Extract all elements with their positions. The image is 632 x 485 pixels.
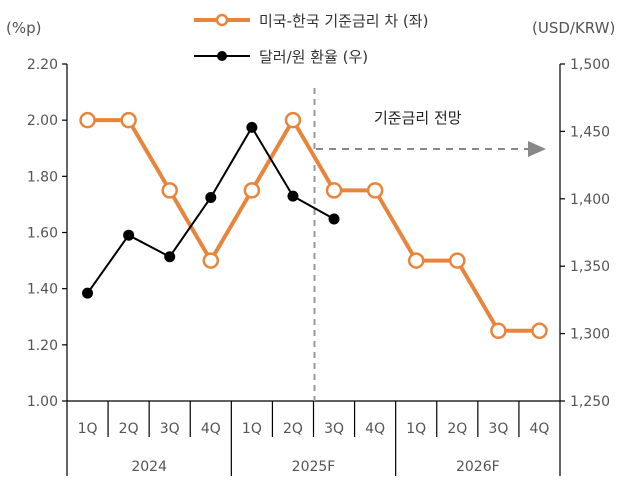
y-right-tick-label: 1,400 [570, 192, 610, 208]
y-left-tick-label: 1.40 [27, 282, 58, 298]
forecast-arrow-head [528, 141, 546, 157]
series-layer [79, 111, 548, 340]
y-right-axis-label: (USD/KRW) [532, 19, 615, 37]
x-tick-label: 4Q [529, 421, 549, 437]
y-right-tick-label: 1,250 [570, 394, 610, 410]
y-left-tick-label: 1.80 [27, 169, 58, 185]
series-0-point [407, 252, 425, 269]
x-tick-label: 1Q [406, 421, 426, 437]
series-0-point [490, 322, 507, 340]
y-left-tick-label: 1.20 [27, 338, 58, 354]
forecast-annotation: 기준금리 전망 [374, 109, 462, 127]
series-1-point [328, 213, 340, 225]
series-1-point [287, 190, 299, 202]
y-left-tick-label: 1.00 [27, 394, 58, 410]
x-tick-label: 2Q [283, 421, 303, 437]
y-right-tick-label: 1,300 [570, 327, 610, 343]
y-left-ticks: 2.20 2.00 1.80 1.60 1.40 1.20 1.00 [27, 57, 67, 410]
x-tick-label: 3Q [324, 421, 344, 437]
series-0-point [202, 252, 220, 269]
x-tick-label: 2Q [447, 421, 467, 437]
series-1-point [123, 229, 135, 241]
y-left-axis-label: (%p) [6, 19, 41, 37]
y-right-ticks: 1,500 1,450 1,400 1,350 1,300 1,250 [560, 57, 610, 410]
y-right-tick-label: 1,450 [570, 124, 610, 140]
y-right-tick-label: 1,500 [570, 57, 610, 73]
x-tick-label: 4Q [365, 421, 385, 437]
x-tick-label: 2Q [119, 421, 139, 437]
legend-fx-marker [217, 51, 227, 61]
x-axis-ticks: 1Q 2Q 3Q 4Q 1Q 2Q 3Q 4Q 1Q 2Q 3Q 4Q 2024 2025F 2026F [66, 401, 561, 476]
series-line-0 [87, 118, 540, 333]
x-tick-label: 4Q [201, 421, 221, 437]
series-0-point [284, 111, 302, 129]
series-0-point [325, 182, 343, 199]
series-1-point [164, 251, 176, 263]
y-right-tick-label: 1,350 [570, 259, 610, 275]
x-tick-label: 3Q [488, 421, 508, 437]
x-tick-label: 1Q [78, 421, 98, 437]
series-1-point [82, 287, 94, 299]
x-year-label: 2025F [292, 459, 336, 475]
y-left-tick-label: 2.20 [27, 57, 58, 73]
series-0-point [531, 322, 548, 340]
legend-fx-label: 달러/원 환율 (우) [259, 48, 368, 66]
series-0-point [449, 252, 466, 269]
y-left-tick-label: 2.00 [27, 113, 58, 129]
series-1-point [246, 121, 258, 133]
x-tick-label: 1Q [242, 421, 262, 437]
legend-rate-label: 미국-한국 기준금리 차 (좌) [259, 12, 428, 30]
x-tick-label: 3Q [160, 421, 180, 437]
series-0-point [79, 111, 96, 129]
series-0-point [120, 111, 137, 129]
y-left-tick-label: 1.60 [27, 226, 58, 242]
series-1-point [205, 191, 217, 203]
series-0-point [243, 182, 261, 199]
legend: 미국-한국 기준금리 차 (좌) 달러/원 환율 (우) [194, 12, 428, 66]
x-year-label: 2024 [131, 459, 167, 475]
series-0-point [161, 182, 178, 199]
series-0-point [366, 182, 384, 199]
x-year-label: 2026F [456, 459, 500, 475]
legend-rate-marker [215, 13, 229, 27]
